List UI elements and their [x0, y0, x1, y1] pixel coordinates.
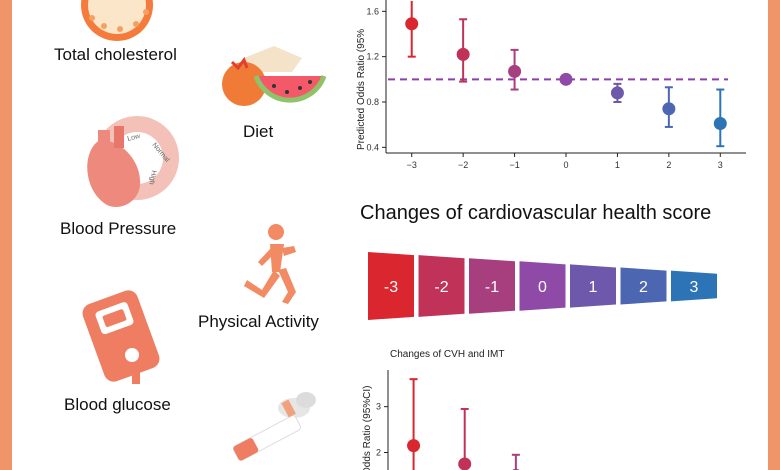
- runner-icon: [244, 224, 296, 304]
- y-tick-label: 0.4: [366, 142, 379, 152]
- score-scale: -3 -2 -1 0 1 2 3: [368, 252, 717, 320]
- y-axis-label: Odds Ratio (95%CI): [362, 386, 373, 470]
- score-step-label: 1: [589, 279, 598, 296]
- glucose-meter-icon: [82, 290, 160, 384]
- blood-pressure-label: Blood Pressure: [60, 219, 177, 238]
- x-tick-label: 2: [666, 160, 671, 170]
- score-step: [519, 261, 566, 311]
- data-point: [407, 439, 421, 453]
- data-point: [405, 17, 419, 31]
- score-step-label: -2: [434, 279, 448, 296]
- x-tick-label: −1: [509, 160, 519, 170]
- gauge-low-label: Low: [127, 133, 142, 143]
- y-tick-label: 1.2: [366, 52, 379, 62]
- x-tick-label: −3: [407, 160, 417, 170]
- y-tick-label: 2: [376, 448, 381, 458]
- chart-title: Changes of CVH and IMT: [390, 349, 505, 360]
- score-step: [368, 252, 414, 320]
- y-tick-label: 3: [376, 402, 381, 412]
- score-title: Changes of cardiovascular health score: [360, 202, 712, 224]
- score-step-label: 2: [639, 279, 648, 296]
- score-step-label: -1: [485, 279, 499, 296]
- gauge-high-label: High: [148, 170, 157, 185]
- y-tick-label: 1.6: [366, 6, 379, 16]
- x-tick-label: 0: [563, 160, 568, 170]
- data-point: [662, 102, 676, 116]
- x-tick-label: −2: [458, 160, 468, 170]
- score-step: [418, 255, 465, 317]
- score-step-label: 0: [538, 279, 547, 296]
- x-tick-label: 3: [718, 160, 723, 170]
- cigarette-icon: [232, 392, 316, 461]
- y-tick-label: 0.8: [366, 97, 379, 107]
- x-tick-label: 1: [615, 160, 620, 170]
- data-point: [713, 117, 727, 131]
- score-step-label: -3: [384, 279, 398, 296]
- data-point: [559, 72, 573, 86]
- score-step: [620, 267, 667, 305]
- infographic-canvas: Low Normal High T: [12, 0, 768, 470]
- blood-glucose-label: Blood glucose: [64, 395, 171, 414]
- data-point: [508, 64, 522, 78]
- score-step: [469, 258, 515, 314]
- odds-ratio-chart: 0.4 0.8 1.2 1.6 −3 −2 −1 0 1 2 3 Predicted Odds Rat…: [356, 0, 746, 170]
- score-step: [570, 264, 616, 308]
- diet-icon: [222, 46, 327, 106]
- data-point: [610, 86, 624, 100]
- cholesterol-icon: [81, 0, 153, 41]
- data-point: [458, 457, 472, 470]
- total-cholesterol-label: Total cholesterol: [54, 45, 177, 64]
- score-step: [671, 270, 717, 302]
- diet-label: Diet: [243, 122, 274, 141]
- factor-icons-layer: Low Normal High: [81, 0, 327, 461]
- score-step-label: 3: [690, 279, 699, 296]
- blood-pressure-icon: Low Normal High: [87, 116, 179, 208]
- y-axis-label: Predicted Odds Ratio (95%: [356, 29, 367, 150]
- physical-activity-label: Physical Activity: [198, 312, 319, 331]
- data-point: [456, 47, 470, 61]
